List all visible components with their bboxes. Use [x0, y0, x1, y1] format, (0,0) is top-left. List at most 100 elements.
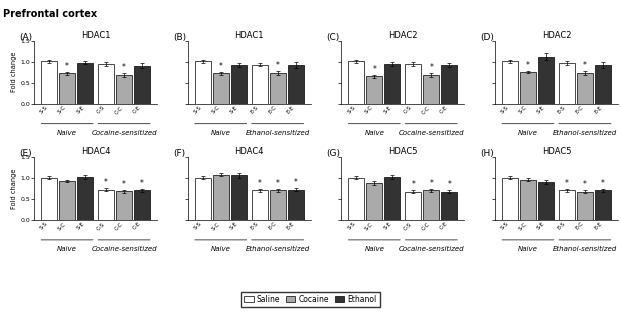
- Y-axis label: Fold change: Fold change: [11, 52, 17, 92]
- Bar: [595, 65, 611, 104]
- Bar: [406, 192, 422, 220]
- Text: Ethanol-sensitized: Ethanol-sensitized: [553, 130, 617, 136]
- Title: HDAC4: HDAC4: [81, 147, 111, 156]
- Bar: [270, 73, 286, 104]
- Bar: [212, 73, 229, 104]
- Text: (D): (D): [480, 33, 494, 42]
- Bar: [98, 190, 114, 220]
- Text: *: *: [140, 179, 144, 188]
- Bar: [384, 64, 401, 104]
- Text: Naive: Naive: [211, 130, 230, 136]
- Title: HDAC2: HDAC2: [388, 31, 417, 40]
- Bar: [77, 177, 93, 220]
- Bar: [559, 63, 575, 104]
- Text: Cocaine-sensitized: Cocaine-sensitized: [91, 246, 157, 252]
- Text: (A): (A): [19, 33, 32, 42]
- Bar: [212, 175, 229, 220]
- Text: Naive: Naive: [518, 246, 538, 252]
- Bar: [424, 191, 440, 220]
- Text: *: *: [276, 61, 279, 70]
- Bar: [348, 177, 365, 220]
- Text: Prefrontal cortex: Prefrontal cortex: [3, 9, 97, 19]
- Text: Naive: Naive: [518, 130, 538, 136]
- Bar: [502, 177, 518, 220]
- Text: *: *: [122, 63, 126, 73]
- Bar: [595, 191, 611, 220]
- Bar: [77, 62, 93, 104]
- Text: *: *: [429, 179, 433, 188]
- Bar: [366, 183, 383, 220]
- Text: Cocaine-sensitized: Cocaine-sensitized: [399, 130, 464, 136]
- Text: (C): (C): [327, 33, 340, 42]
- Text: *: *: [373, 65, 376, 74]
- Bar: [252, 65, 268, 104]
- Bar: [520, 72, 536, 104]
- Bar: [134, 66, 150, 104]
- Bar: [559, 191, 575, 220]
- Text: Ethanol-sensitized: Ethanol-sensitized: [553, 246, 617, 252]
- Text: *: *: [219, 62, 223, 71]
- Text: *: *: [258, 179, 261, 188]
- Text: *: *: [429, 63, 433, 73]
- Bar: [59, 181, 75, 220]
- Bar: [59, 73, 75, 104]
- Legend: Saline, Cocaine, Ethanol: Saline, Cocaine, Ethanol: [242, 292, 379, 307]
- Text: Cocaine-sensitized: Cocaine-sensitized: [399, 246, 464, 252]
- Text: Naive: Naive: [211, 246, 230, 252]
- Bar: [134, 191, 150, 220]
- Bar: [98, 64, 114, 104]
- Text: *: *: [565, 179, 569, 188]
- Bar: [441, 192, 458, 220]
- Bar: [194, 61, 211, 104]
- Text: *: *: [65, 62, 69, 71]
- Bar: [230, 176, 247, 220]
- Text: Naive: Naive: [57, 130, 77, 136]
- Text: *: *: [601, 179, 605, 188]
- Title: HDAC5: HDAC5: [388, 147, 417, 156]
- Text: Naive: Naive: [365, 246, 384, 252]
- Text: *: *: [526, 61, 530, 70]
- Bar: [538, 182, 554, 220]
- Text: *: *: [104, 178, 108, 187]
- Bar: [406, 64, 422, 104]
- Bar: [384, 177, 401, 220]
- Text: (E): (E): [19, 149, 32, 158]
- Text: (B): (B): [173, 33, 186, 42]
- Bar: [116, 191, 132, 220]
- Bar: [288, 65, 304, 104]
- Text: *: *: [294, 178, 297, 187]
- Text: (H): (H): [480, 149, 494, 158]
- Bar: [41, 177, 57, 220]
- Text: *: *: [583, 181, 587, 189]
- Text: Cocaine-sensitized: Cocaine-sensitized: [91, 130, 157, 136]
- Bar: [520, 180, 536, 220]
- Bar: [502, 61, 518, 104]
- Text: (F): (F): [173, 149, 185, 158]
- Bar: [41, 61, 57, 104]
- Bar: [424, 75, 440, 104]
- Y-axis label: Fold change: Fold change: [11, 168, 17, 208]
- Bar: [270, 191, 286, 220]
- Title: HDAC4: HDAC4: [235, 147, 264, 156]
- Text: *: *: [447, 181, 451, 189]
- Text: Naive: Naive: [57, 246, 77, 252]
- Text: Ethanol-sensitized: Ethanol-sensitized: [245, 130, 310, 136]
- Bar: [577, 73, 593, 104]
- Bar: [441, 65, 458, 104]
- Bar: [194, 177, 211, 220]
- Title: HDAC2: HDAC2: [542, 31, 571, 40]
- Text: *: *: [122, 180, 126, 189]
- Bar: [366, 76, 383, 104]
- Text: *: *: [276, 179, 279, 188]
- Bar: [230, 65, 247, 104]
- Bar: [348, 61, 365, 104]
- Title: HDAC1: HDAC1: [235, 31, 264, 40]
- Text: *: *: [583, 61, 587, 70]
- Text: Ethanol-sensitized: Ethanol-sensitized: [245, 246, 310, 252]
- Bar: [288, 190, 304, 220]
- Title: HDAC1: HDAC1: [81, 31, 111, 40]
- Title: HDAC5: HDAC5: [542, 147, 571, 156]
- Text: *: *: [411, 181, 415, 189]
- Text: (G): (G): [327, 149, 341, 158]
- Text: Naive: Naive: [365, 130, 384, 136]
